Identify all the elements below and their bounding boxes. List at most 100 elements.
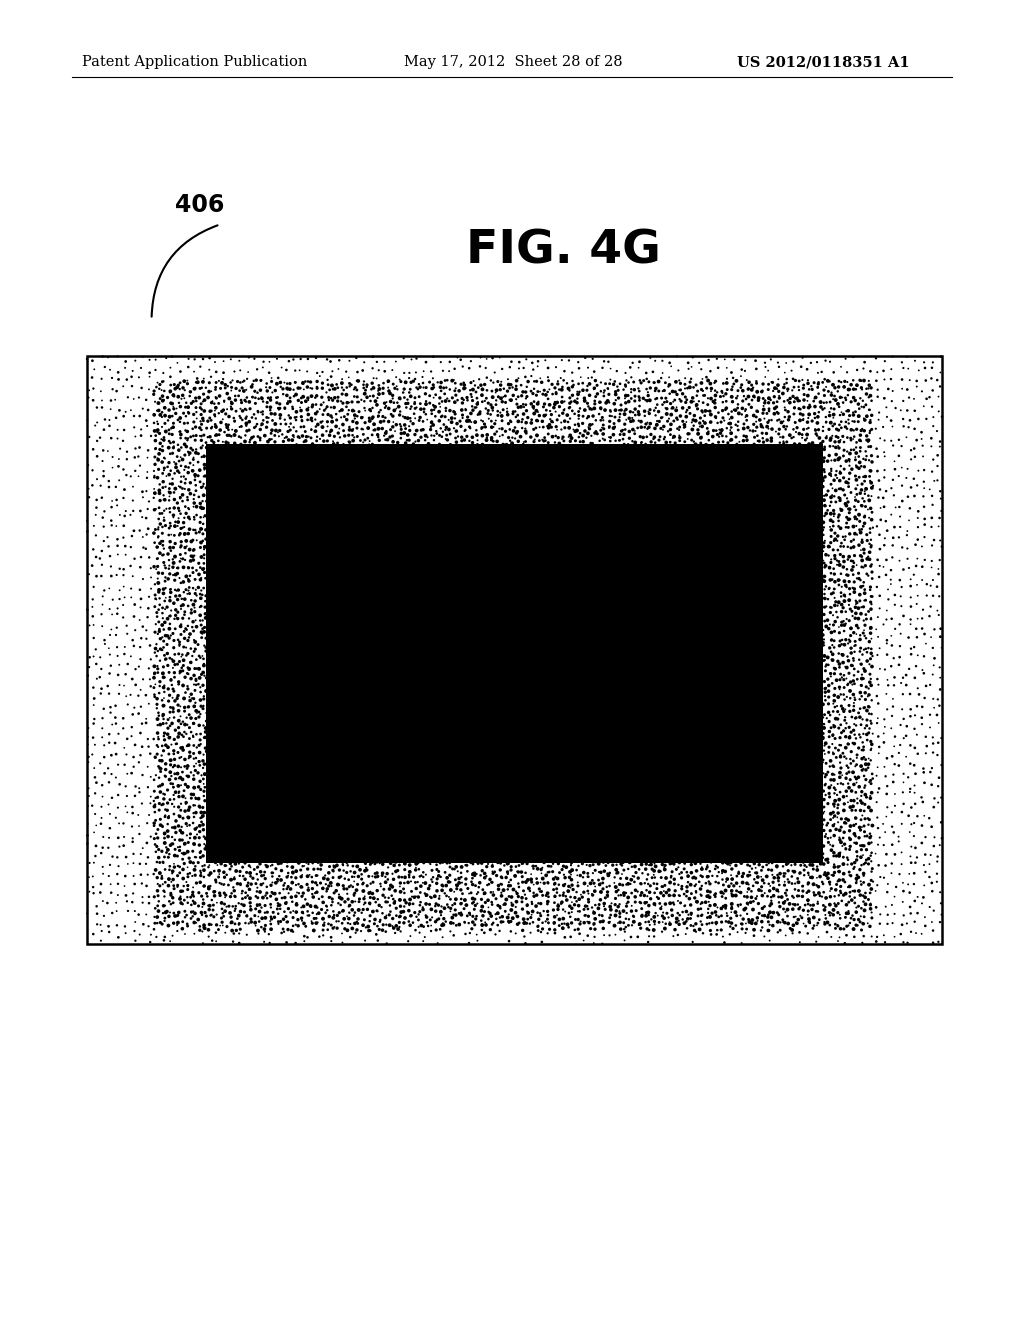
Point: [169, 915, 185, 936]
Point: [654, 420, 671, 441]
Point: [428, 900, 444, 921]
Point: [395, 405, 412, 426]
Point: [181, 627, 198, 648]
Point: [343, 437, 359, 458]
Point: [273, 841, 290, 862]
Point: [212, 706, 228, 727]
Point: [436, 898, 453, 919]
Point: [734, 873, 751, 894]
Point: [304, 396, 321, 417]
Point: [524, 383, 541, 404]
Point: [163, 894, 179, 915]
Point: [529, 351, 546, 372]
Point: [180, 356, 197, 378]
Point: [323, 405, 339, 426]
Point: [670, 924, 686, 945]
Point: [669, 908, 685, 929]
Point: [100, 793, 117, 814]
Point: [807, 511, 823, 532]
Point: [744, 437, 761, 458]
Point: [94, 397, 111, 418]
Point: [197, 727, 213, 748]
Point: [684, 412, 700, 433]
Point: [270, 911, 287, 932]
Point: [522, 907, 539, 928]
Point: [600, 379, 616, 400]
Point: [197, 838, 213, 859]
Point: [631, 449, 647, 470]
Point: [431, 425, 447, 446]
Point: [540, 900, 556, 921]
Point: [811, 842, 827, 863]
Point: [346, 884, 362, 906]
Point: [783, 866, 800, 887]
Point: [193, 647, 209, 668]
Point: [147, 438, 164, 459]
Point: [692, 878, 709, 899]
Point: [215, 906, 231, 927]
Point: [825, 865, 842, 886]
Point: [125, 828, 141, 849]
Point: [773, 887, 790, 908]
Point: [840, 854, 856, 875]
Point: [454, 388, 470, 409]
Point: [94, 718, 111, 739]
Point: [677, 368, 693, 389]
Point: [532, 873, 549, 894]
Point: [585, 900, 601, 921]
Point: [263, 371, 280, 392]
Point: [177, 667, 194, 688]
Point: [226, 900, 243, 921]
Point: [345, 855, 361, 876]
Point: [809, 855, 825, 876]
Point: [176, 459, 193, 480]
Point: [817, 908, 834, 929]
Point: [288, 837, 304, 858]
Point: [884, 862, 900, 883]
Point: [80, 746, 96, 767]
Point: [400, 911, 417, 932]
Point: [787, 388, 804, 409]
Point: [665, 892, 681, 913]
Point: [140, 519, 157, 540]
Point: [193, 861, 209, 882]
Point: [84, 597, 100, 618]
Point: [473, 375, 489, 396]
Point: [474, 434, 490, 455]
Point: [833, 774, 849, 795]
Point: [518, 400, 535, 421]
Point: [425, 375, 441, 396]
Point: [577, 906, 593, 927]
Point: [863, 925, 880, 946]
Point: [546, 912, 562, 933]
Point: [286, 379, 302, 400]
Point: [763, 907, 779, 928]
Point: [464, 432, 480, 453]
Point: [563, 869, 580, 890]
Point: [166, 552, 182, 573]
Point: [701, 895, 718, 916]
Point: [845, 606, 861, 627]
Point: [925, 742, 941, 763]
Point: [528, 384, 545, 405]
Point: [201, 876, 217, 898]
Point: [170, 508, 186, 529]
Point: [891, 445, 907, 466]
Point: [322, 379, 338, 400]
Point: [182, 623, 199, 644]
Point: [480, 890, 497, 911]
Point: [746, 869, 763, 890]
Point: [932, 436, 948, 457]
Point: [829, 531, 846, 552]
Point: [257, 425, 273, 446]
Point: [147, 788, 164, 809]
Point: [166, 878, 182, 899]
Point: [201, 865, 217, 886]
Point: [191, 425, 208, 446]
Point: [447, 384, 464, 405]
Point: [811, 527, 827, 548]
Point: [844, 560, 860, 581]
Point: [846, 858, 862, 879]
Point: [662, 383, 678, 404]
Point: [308, 912, 325, 933]
